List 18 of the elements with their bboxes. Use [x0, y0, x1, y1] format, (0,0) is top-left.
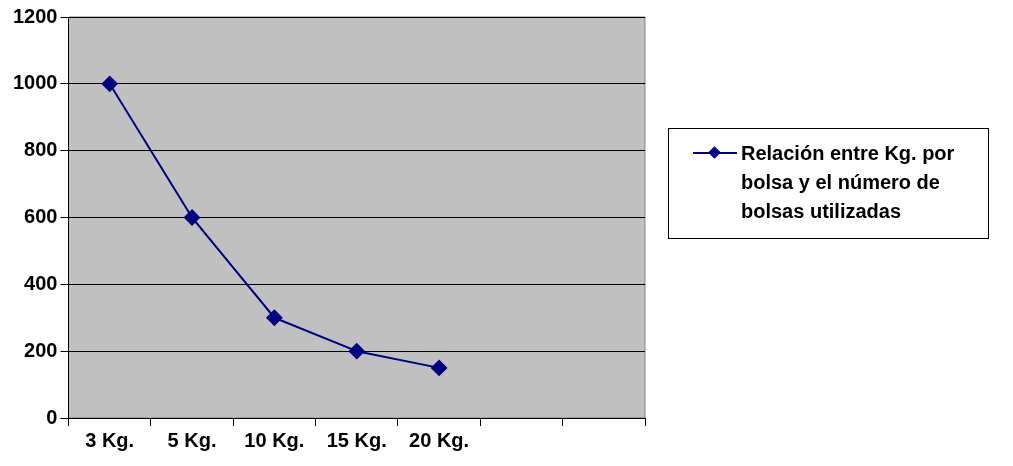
point: [348, 343, 365, 360]
y-tick-label: 1000: [12, 71, 58, 94]
y-tick-label: 400: [24, 271, 58, 294]
y-tick-label: 800: [24, 138, 58, 161]
legend-label: Relación entre Kg. por bolsa y el número de bolsas utilizadas: [741, 141, 956, 224]
point: [266, 309, 283, 326]
x-tick-label: 5 Kg.: [167, 428, 217, 451]
y-tick-label: 600: [24, 205, 58, 228]
point: [101, 75, 118, 92]
point: [184, 209, 201, 226]
x-tick-label: 3 Kg.: [85, 428, 135, 451]
x-tick-label: 10 Kg.: [244, 428, 305, 451]
point: [431, 359, 448, 376]
y-tick-label: 200: [24, 338, 58, 361]
x-tick-label: 15 Kg.: [326, 428, 387, 451]
y-tick-label: 1200: [12, 4, 58, 27]
x-tick-label: 20 Kg.: [409, 428, 470, 451]
y-tick-label: 0: [46, 405, 58, 428]
